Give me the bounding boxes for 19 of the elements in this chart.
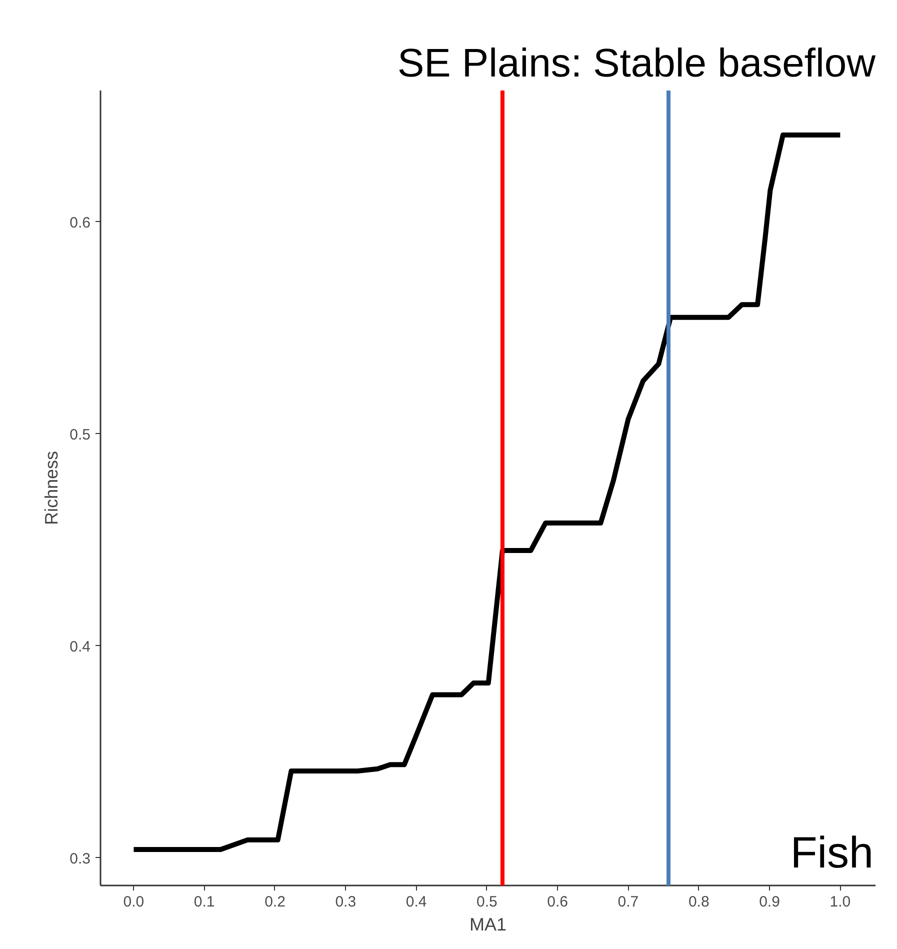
x-tick-label: 0.0 bbox=[123, 894, 144, 910]
x-tick-label: 0.2 bbox=[264, 894, 286, 910]
y-tick-label: 0.4 bbox=[70, 638, 91, 656]
y-axis-title: Richness bbox=[42, 450, 62, 526]
x-tick-label: 0.5 bbox=[476, 894, 498, 910]
y-tick-label: 0.6 bbox=[70, 214, 91, 232]
x-tick-label: 0.4 bbox=[406, 894, 427, 910]
x-tick-label: 0.9 bbox=[759, 894, 780, 910]
x-axis-title: MA1 bbox=[469, 914, 507, 934]
x-tick-label: 0.8 bbox=[688, 894, 710, 910]
x-tick-label: 0.6 bbox=[547, 894, 568, 910]
y-tick-label: 0.5 bbox=[70, 426, 91, 444]
x-tick-label: 0.7 bbox=[618, 894, 639, 910]
annotation: Fish bbox=[790, 828, 874, 878]
chart-title: SE Plains: Stable baseflow bbox=[397, 42, 876, 86]
x-tick-label: 0.1 bbox=[194, 894, 215, 910]
x-tick-label: 1.0 bbox=[830, 894, 851, 910]
x-tick-label: 0.3 bbox=[335, 894, 356, 910]
y-tick-label: 0.3 bbox=[70, 850, 91, 868]
